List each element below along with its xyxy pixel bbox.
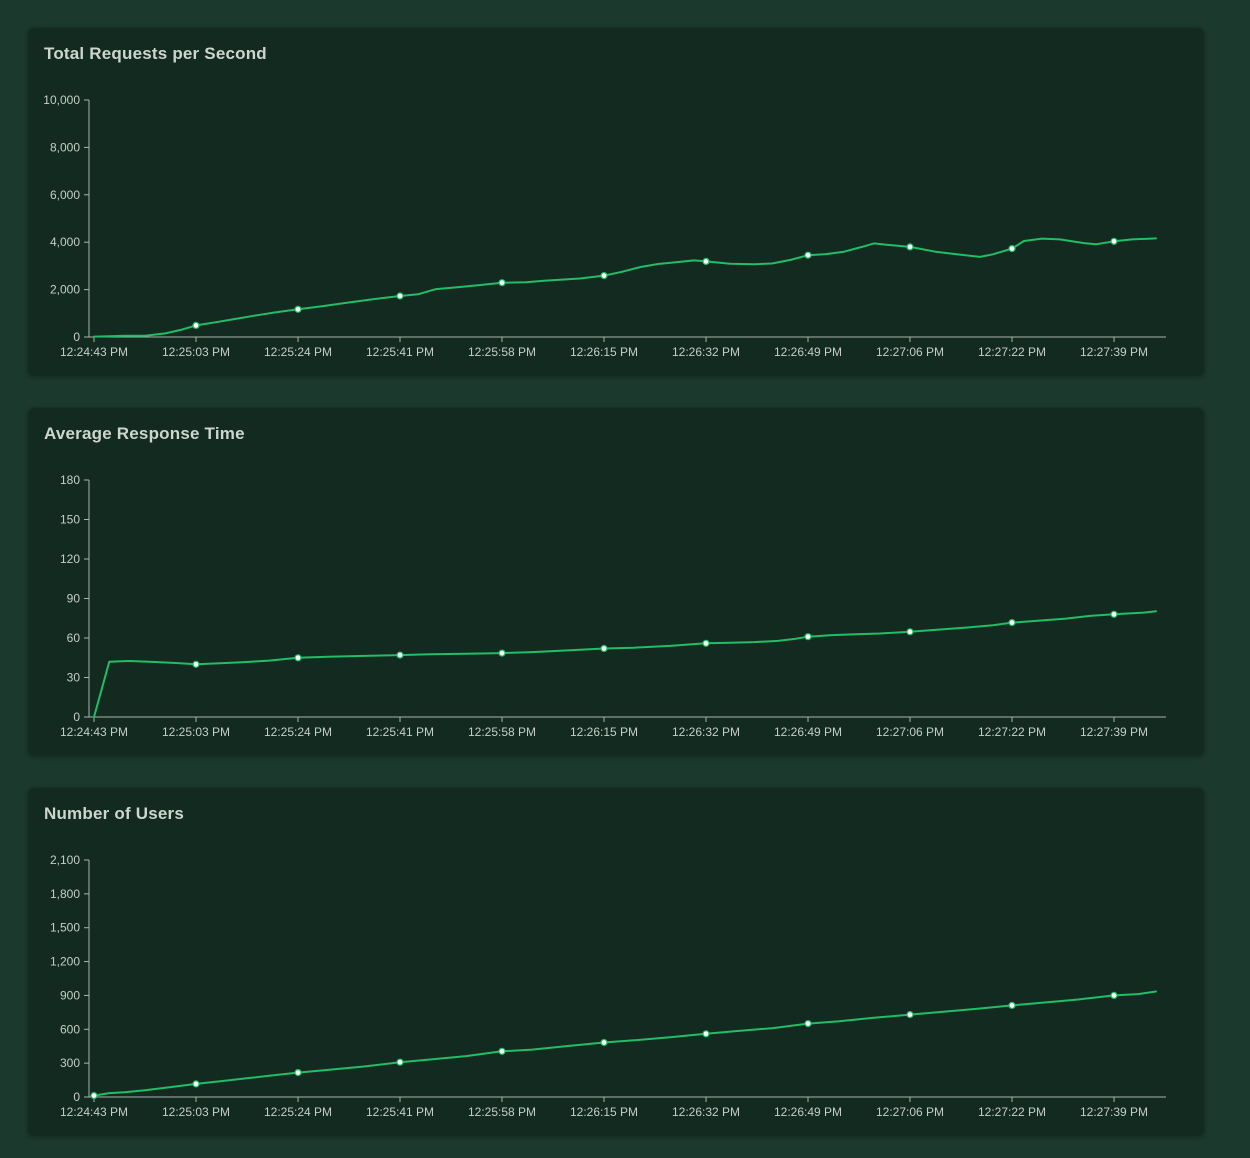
chart-card-avg-response-time: Average Response Time 0 30 60 90 120 150 180 12… <box>27 407 1205 757</box>
y-axis-tick-label: 120 <box>60 552 80 566</box>
x-axis-tick-label: 12:25:41 PM <box>366 345 434 359</box>
y-axis-tick-label: 2,100 <box>50 853 80 867</box>
data-point-marker <box>702 639 710 647</box>
data-point-marker <box>498 1047 506 1055</box>
data-point-marker <box>294 305 302 313</box>
data-point-marker <box>396 292 404 300</box>
data-point-marker <box>1110 991 1118 999</box>
data-point-marker <box>906 1011 914 1019</box>
data-point-marker <box>906 243 914 251</box>
data-point-marker <box>192 660 200 668</box>
data-point-marker <box>498 279 506 287</box>
data-point-marker <box>702 1030 710 1038</box>
x-axis-tick-label: 12:25:24 PM <box>264 725 332 739</box>
x-axis-tick-label: 12:26:15 PM <box>570 345 638 359</box>
data-point-marker <box>702 257 710 265</box>
avg-response-time-line-chart[interactable]: 0 30 60 90 120 150 180 12:24:43 PM 12:25:03 PM 12… <box>28 470 1206 748</box>
x-axis-tick-label: 12:25:58 PM <box>468 345 536 359</box>
x-axis-tick-label: 12:27:06 PM <box>876 1105 944 1119</box>
y-axis-tick-label: 600 <box>60 1022 80 1036</box>
x-axis-tick-label: 12:25:03 PM <box>162 345 230 359</box>
series-line <box>93 990 1157 1097</box>
data-point-marker <box>804 1020 812 1028</box>
chart-title-avg-response-time: Average Response Time <box>44 424 245 443</box>
x-axis-tick-label: 12:27:06 PM <box>876 345 944 359</box>
data-point-marker <box>600 1038 608 1047</box>
data-point-marker <box>804 251 812 259</box>
y-axis-tick-label: 0 <box>73 330 80 344</box>
chart-title-number-of-users: Number of Users <box>44 804 184 823</box>
y-axis-tick-label: 150 <box>60 513 80 527</box>
series-line <box>93 237 1157 338</box>
y-axis-tick-label: 10,000 <box>43 93 80 107</box>
data-point-marker <box>192 321 200 329</box>
chart-title-total-rps: Total Requests per Second <box>44 44 267 63</box>
y-axis-tick-label: 8,000 <box>50 140 80 154</box>
data-point-marker <box>192 1080 200 1088</box>
data-point-marker <box>294 654 302 662</box>
x-axis-tick-label: 12:26:49 PM <box>774 345 842 359</box>
y-axis-tick-label: 0 <box>73 1090 80 1104</box>
data-point-marker <box>906 628 914 636</box>
x-axis-tick-label: 12:27:22 PM <box>978 345 1046 359</box>
y-axis-tick-label: 0 <box>73 710 80 724</box>
x-axis-tick-label: 12:26:49 PM <box>774 1105 842 1119</box>
x-axis-tick-label: 12:26:32 PM <box>672 1105 740 1119</box>
y-axis-tick-label: 30 <box>67 671 81 685</box>
total-rps-line-chart[interactable]: 0 2,000 4,000 6,000 8,000 10,000 12:24:43 PM 12… <box>28 90 1206 368</box>
x-axis-tick-label: 12:25:03 PM <box>162 725 230 739</box>
data-point-marker <box>294 1069 302 1077</box>
y-axis-tick-label: 4,000 <box>50 235 80 249</box>
data-point-marker <box>804 633 812 641</box>
x-axis-tick-label: 12:27:39 PM <box>1080 725 1148 739</box>
y-axis-tick-label: 2,000 <box>50 283 80 297</box>
x-axis-tick-label: 12:26:32 PM <box>672 345 740 359</box>
x-axis-tick-label: 12:26:15 PM <box>570 1105 638 1119</box>
chart-card-total-rps: Total Requests per Second 0 2,000 4,000 6,0… <box>27 27 1205 377</box>
data-point-marker <box>1008 1001 1016 1009</box>
x-axis-tick-label: 12:24:43 PM <box>60 345 128 359</box>
x-axis-tick-label: 12:27:06 PM <box>876 725 944 739</box>
data-point-marker <box>600 644 608 653</box>
x-axis-tick-label: 12:24:43 PM <box>60 1105 128 1119</box>
data-point-marker <box>90 1092 98 1100</box>
data-point-marker <box>498 649 506 657</box>
series-line <box>93 610 1157 718</box>
y-axis-tick-label: 900 <box>60 988 80 1002</box>
x-axis-tick-label: 12:25:41 PM <box>366 1105 434 1119</box>
x-axis-tick-label: 12:27:22 PM <box>978 1105 1046 1119</box>
x-axis-tick-label: 12:25:58 PM <box>468 725 536 739</box>
x-axis-tick-label: 12:25:58 PM <box>468 1105 536 1119</box>
x-axis-tick-label: 12:27:22 PM <box>978 725 1046 739</box>
data-point-marker <box>1110 610 1118 618</box>
x-axis-tick-label: 12:26:15 PM <box>570 725 638 739</box>
y-axis-tick-label: 90 <box>67 592 81 606</box>
x-axis-tick-label: 12:25:24 PM <box>264 1105 332 1119</box>
data-point-marker <box>1110 237 1118 245</box>
x-axis-tick-label: 12:27:39 PM <box>1080 345 1148 359</box>
data-point-marker <box>600 272 608 280</box>
chart-card-number-of-users: Number of Users 0 300 600 900 1,200 1,500 1,80… <box>27 787 1205 1137</box>
y-axis-tick-label: 1,500 <box>50 921 80 935</box>
data-point-marker <box>1008 245 1016 253</box>
x-axis-tick-label: 12:26:32 PM <box>672 725 740 739</box>
y-axis-tick-label: 60 <box>67 631 81 645</box>
y-axis-tick-label: 180 <box>60 473 80 487</box>
x-axis-tick-label: 12:26:49 PM <box>774 725 842 739</box>
x-axis-tick-label: 12:25:24 PM <box>264 345 332 359</box>
x-axis-tick-label: 12:25:41 PM <box>366 725 434 739</box>
x-axis-tick-label: 12:25:03 PM <box>162 1105 230 1119</box>
data-point-marker <box>396 1058 404 1066</box>
number-of-users-line-chart[interactable]: 0 300 600 900 1,200 1,500 1,800 2,100 12:24:43 P… <box>28 850 1206 1128</box>
x-axis-tick-label: 12:27:39 PM <box>1080 1105 1148 1119</box>
y-axis-tick-label: 6,000 <box>50 188 80 202</box>
x-axis-tick-label: 12:24:43 PM <box>60 725 128 739</box>
data-point-marker <box>396 651 404 659</box>
y-axis-tick-label: 1,200 <box>50 955 80 969</box>
data-point-marker <box>1008 619 1016 627</box>
y-axis-tick-label: 300 <box>60 1056 80 1070</box>
y-axis-tick-label: 1,800 <box>50 887 80 901</box>
